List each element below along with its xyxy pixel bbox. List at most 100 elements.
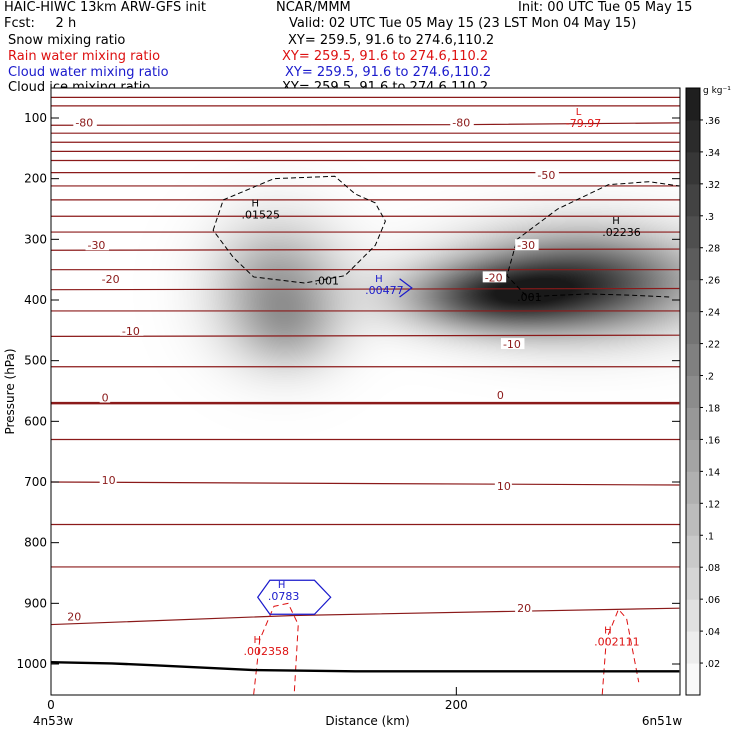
colorbar-frame — [685, 87, 701, 696]
isotherm-label-bg — [99, 474, 117, 485]
colorbar-unit: g kg⁻¹ — [703, 86, 731, 96]
isotherm-label-bg — [99, 391, 111, 403]
x-end-label-left: 4n53w — [33, 714, 74, 728]
extremum-marker: H — [375, 274, 383, 285]
isotherm-label-bg — [515, 602, 533, 614]
colorbar-segment — [686, 88, 700, 121]
isotherm-label: 0 — [497, 389, 504, 402]
isotherm-label: -10 — [503, 338, 521, 351]
isotherm-label: -10 — [122, 325, 140, 338]
isotherm-label: 0 — [102, 391, 109, 404]
isotherm-label: -80 — [75, 117, 93, 130]
isotherm-lines — [50, 96, 680, 626]
x-tick-label: 0 — [47, 698, 55, 712]
legend-snow-xy: XY= 259.5, 91.6 to 274.6,110.2 — [288, 33, 495, 48]
isotherm-label: 10 — [497, 480, 511, 493]
isotherm-label: -20 — [485, 271, 503, 284]
colorbar-tick-label: .1 — [705, 531, 714, 542]
colorbar-segment — [686, 407, 700, 440]
colorbar-tick-label: .36 — [705, 116, 720, 127]
forecast-hour: Fcst: 2 h — [4, 16, 77, 31]
colorbar-tick-label: .02 — [705, 659, 720, 670]
colorbar-tick-label: .3 — [705, 212, 714, 223]
colorbar-segment — [686, 311, 700, 345]
colorbar-tick-label: .22 — [705, 340, 720, 351]
init-time: Init: 00 UTC Tue 05 May 15 — [518, 0, 693, 15]
isotherm-label: 10 — [102, 474, 116, 487]
cloud-ice-contour-label: .001 — [314, 275, 339, 288]
cloud-ice-contour — [506, 181, 680, 298]
colorbar-segment — [686, 471, 700, 504]
isotherm-line — [50, 287, 680, 291]
isotherm-label-bg — [85, 239, 109, 251]
colorbar-tick-label: .18 — [705, 403, 720, 414]
extremum-value: .02236 — [602, 226, 641, 239]
isotherm-line — [50, 334, 680, 337]
legend-cloudwater-label: Cloud water mixing ratio — [8, 65, 169, 80]
isotherm-label: -30 — [517, 239, 535, 252]
y-tick-label: 1000 — [16, 657, 47, 671]
legend-rain-label: Rain water mixing ratio — [8, 49, 161, 64]
y-tick-label: 500 — [24, 354, 47, 368]
y-tick-label: 900 — [24, 596, 47, 610]
colorbar: .02 .04 .06 .08 .1 .12 .14 .16 .18 .2 .22 .24 .26 .28… — [685, 86, 731, 696]
model-title: HAIC-HIWC 13km ARW-GFS init — [4, 0, 206, 15]
extremum-marker: H — [604, 626, 612, 637]
isotherm-label: 20 — [517, 602, 531, 615]
rain-water-contour — [601, 608, 640, 695]
contour-labels: -80 -80 -50 -30 -30 -20 -20 -10 -10 0 0 10 10 20 20 .00… — [65, 107, 641, 658]
colorbar-tick-label: .26 — [705, 276, 720, 287]
colorbar-tick-label: .24 — [705, 308, 720, 319]
colorbar-tick-label: .12 — [705, 499, 720, 510]
isotherm-label: -20 — [102, 273, 120, 286]
colorbar-segment — [686, 247, 700, 281]
extremum-marker: H — [252, 199, 260, 210]
colorbar-segment — [686, 599, 700, 632]
colorbar-tick-label: .14 — [705, 467, 720, 478]
isotherm-label-bg — [500, 338, 525, 350]
colorbar-segment — [686, 663, 700, 696]
snow-mixing-ratio-field — [51, 88, 680, 695]
extremum-value: .002111 — [594, 636, 640, 649]
extremum-value: .01525 — [242, 209, 280, 222]
y-tick-label: 100 — [24, 111, 47, 125]
y-tick-label: 700 — [24, 475, 47, 489]
cloud-ice-contour — [212, 175, 386, 284]
extremum-marker: L — [576, 107, 582, 118]
colorbar-segment — [686, 215, 700, 249]
colorbar-segment — [686, 535, 700, 568]
colorbar-segment — [686, 151, 700, 185]
mixing-ratio-contours — [50, 175, 680, 695]
y-tick-label: 600 — [24, 414, 47, 428]
cloud-water-contour — [256, 579, 332, 615]
y-tick-label: 400 — [24, 293, 47, 307]
colorbar-tick-label: .2 — [705, 372, 714, 383]
y-tick-label: 300 — [24, 232, 47, 246]
isotherm-label-bg — [482, 271, 507, 283]
snow-field-shading — [51, 88, 680, 695]
colorbar-segment — [686, 567, 700, 600]
isotherm-label: -80 — [452, 117, 470, 130]
rain-water-contour — [253, 602, 299, 695]
legend-snow-label: Snow mixing ratio — [8, 33, 126, 48]
colorbar-segment — [686, 631, 700, 664]
extremum-marker: H — [612, 216, 620, 227]
isotherm-line — [50, 248, 680, 251]
colorbar-segment — [686, 183, 700, 217]
valid-time: Valid: 02 UTC Tue 05 May 15 (23 LST Mon … — [289, 16, 637, 31]
extremum-value: .002358 — [244, 645, 289, 658]
y-tick-label: 200 — [24, 172, 47, 186]
extremum-value: .00477 — [365, 284, 404, 297]
isotherm-label-bg — [65, 610, 83, 622]
y-axis-label: Pressure (hPa) — [3, 348, 17, 434]
isotherm-label-bg — [535, 168, 559, 180]
x-axis-label: Distance (km) — [325, 714, 409, 728]
cloud-water-contour — [399, 278, 413, 298]
y-tick-label: 800 — [24, 536, 47, 550]
colorbar-tick-label: .08 — [705, 563, 720, 574]
extremum-value: -79.97 — [566, 117, 601, 130]
cloud-ice-contour-label: .001 — [517, 291, 542, 304]
colorbar-segment — [686, 119, 700, 153]
